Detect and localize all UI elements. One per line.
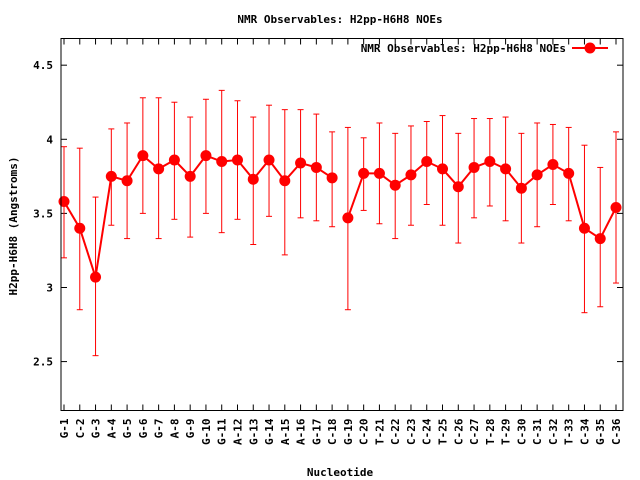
data-point — [184, 170, 196, 182]
x-tick-label: C-32 — [547, 419, 560, 446]
data-point — [121, 175, 133, 187]
data-point — [90, 271, 102, 283]
data-point — [484, 156, 496, 168]
y-tick-label: 4 — [46, 133, 53, 146]
y-axis-label: H2pp-H6H8 (Angstroms) — [7, 156, 20, 295]
data-point — [452, 181, 464, 193]
data-point — [263, 154, 275, 166]
data-point — [610, 201, 622, 213]
x-tick-label: C-20 — [358, 419, 371, 446]
x-tick-label: A-8 — [168, 419, 181, 439]
data-point — [216, 156, 228, 168]
data-point — [389, 179, 401, 191]
x-tick-label: G-7 — [153, 419, 166, 439]
y-tick-label: 3 — [46, 281, 53, 294]
x-tick-label: G-5 — [121, 419, 134, 439]
x-tick-label: A-16 — [295, 418, 308, 445]
plot-frame — [60, 38, 624, 411]
legend-label: NMR Observables: H2pp-H6H8 NOEs — [361, 42, 566, 55]
x-tick-label: C-30 — [515, 419, 528, 446]
x-tick-label: G-11 — [216, 418, 229, 445]
data-point — [342, 212, 354, 224]
x-tick-label: A-15 — [279, 419, 292, 446]
x-tick-label: C-34 — [578, 418, 591, 445]
x-tick-label: C-31 — [531, 418, 544, 445]
data-point — [421, 156, 433, 168]
x-tick-label: C-27 — [468, 419, 481, 446]
data-point — [515, 182, 527, 194]
x-tick-label: G-13 — [247, 419, 260, 446]
data-point — [358, 167, 370, 179]
data-point — [153, 163, 165, 175]
x-tick-label: G-17 — [310, 419, 323, 446]
y-tick-label: 3.5 — [33, 207, 53, 220]
x-tick-label: C-26 — [452, 418, 465, 445]
x-tick-label: C-18 — [326, 419, 339, 446]
x-tick-label: T-33 — [563, 419, 576, 446]
x-tick-label: C-24 — [421, 418, 434, 445]
data-point — [547, 158, 559, 170]
data-point — [137, 150, 149, 162]
data-point — [310, 161, 322, 173]
legend-marker-swatch — [584, 42, 596, 54]
x-tick-label: A-12 — [231, 419, 244, 446]
x-tick-label: G-1 — [58, 418, 71, 438]
data-point — [247, 173, 259, 185]
y-tick-label: 2.5 — [33, 356, 53, 369]
x-tick-label: G-3 — [90, 419, 103, 439]
data-point — [105, 170, 117, 182]
data-point — [168, 154, 180, 166]
series-line — [63, 154, 333, 278]
x-tick-label: T-21 — [373, 418, 386, 445]
chart-title: NMR Observables: H2pp-H6H8 NOEs — [237, 13, 442, 26]
x-tick-label: T-29 — [500, 419, 513, 446]
x-tick-label: T-25 — [437, 419, 450, 446]
x-tick-label: G-9 — [184, 419, 197, 439]
data-point — [58, 196, 70, 208]
x-tick-label: T-28 — [484, 419, 497, 446]
data-point — [531, 169, 543, 181]
data-point — [74, 222, 86, 234]
x-tick-label: C-23 — [405, 419, 418, 446]
data-point — [468, 161, 480, 173]
legend: NMR Observables: H2pp-H6H8 NOEs — [361, 42, 608, 55]
x-tick-label: C-22 — [389, 419, 402, 446]
data-point — [200, 150, 212, 162]
data-point — [373, 167, 385, 179]
x-tick-label: G-14 — [263, 418, 276, 445]
x-tick-label: G-6 — [137, 418, 150, 438]
x-tick-label: G-35 — [594, 419, 607, 446]
data-point — [231, 154, 243, 166]
data-point — [578, 222, 590, 234]
x-tick-label: C-2 — [74, 419, 87, 439]
data-point — [326, 172, 338, 184]
series-line — [346, 160, 617, 241]
data-point — [563, 167, 575, 179]
x-axis-label: Nucleotide — [307, 466, 374, 479]
x-tick-label: A-4 — [105, 418, 118, 438]
data-point — [437, 163, 449, 175]
data-point — [594, 233, 606, 245]
x-tick-label: G-19 — [342, 419, 355, 446]
data-point — [500, 163, 512, 175]
plot-area: 2.533.544.5G-1 C-2 G-3 A-4 G-5 G-6 G-7 A-8 G-9 G-… — [33, 38, 623, 446]
x-tick-label: G-10 — [200, 419, 213, 446]
y-tick-label: 4.5 — [33, 59, 53, 72]
x-tick-label: C-36 — [610, 418, 623, 445]
data-point — [405, 169, 417, 181]
data-point — [295, 157, 307, 169]
data-point — [279, 175, 291, 187]
